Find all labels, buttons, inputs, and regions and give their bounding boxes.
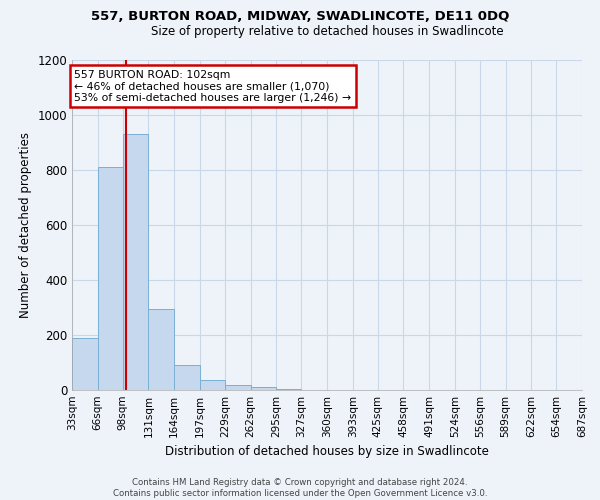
Bar: [72, 338, 98, 390]
Bar: [122, 134, 148, 390]
Bar: [98, 167, 122, 390]
X-axis label: Distribution of detached houses by size in Swadlincote: Distribution of detached houses by size …: [165, 446, 489, 458]
Bar: [225, 384, 251, 390]
Bar: [200, 380, 225, 390]
Title: Size of property relative to detached houses in Swadlincote: Size of property relative to detached ho…: [151, 25, 503, 38]
Bar: [174, 365, 200, 390]
Text: Contains HM Land Registry data © Crown copyright and database right 2024.
Contai: Contains HM Land Registry data © Crown c…: [113, 478, 487, 498]
Text: 557 BURTON ROAD: 102sqm
← 46% of detached houses are smaller (1,070)
53% of semi: 557 BURTON ROAD: 102sqm ← 46% of detache…: [74, 70, 352, 103]
Text: 557, BURTON ROAD, MIDWAY, SWADLINCOTE, DE11 0DQ: 557, BURTON ROAD, MIDWAY, SWADLINCOTE, D…: [91, 10, 509, 23]
Bar: [148, 309, 174, 390]
Bar: [251, 387, 277, 390]
Y-axis label: Number of detached properties: Number of detached properties: [19, 132, 32, 318]
